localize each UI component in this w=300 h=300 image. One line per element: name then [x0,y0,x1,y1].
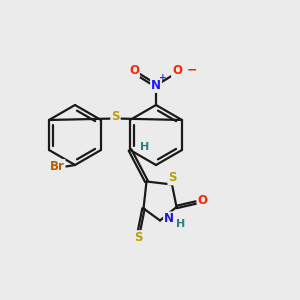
Text: N: N [164,212,174,226]
Text: Br: Br [50,160,64,173]
Text: O: O [198,194,208,208]
Text: S: S [168,171,177,184]
Text: +: + [159,74,167,82]
Text: O: O [172,64,182,77]
Text: O: O [129,64,139,77]
Text: −: − [187,64,197,77]
Text: S: S [134,231,143,244]
Text: H: H [140,142,150,152]
Text: S: S [111,110,120,124]
Text: N: N [151,79,161,92]
Text: H: H [176,219,185,229]
